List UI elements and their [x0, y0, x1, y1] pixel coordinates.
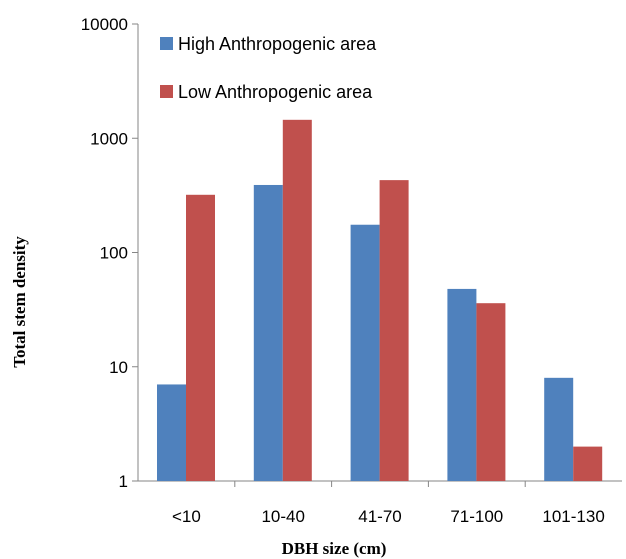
bar-low-anthropogenic	[282, 119, 312, 481]
bar-low-anthropogenic	[573, 446, 603, 481]
y-tick-label: 1	[119, 472, 128, 491]
y-tick-label: 10	[109, 358, 128, 377]
x-tick-label: <10	[172, 507, 201, 526]
legend-label-high: High Anthropogenic area	[178, 34, 377, 54]
bars-layer	[157, 119, 603, 482]
bar-high-anthropogenic	[253, 184, 283, 481]
axis-layer: 1 10 100 1000 10000	[81, 15, 622, 491]
bar-high-anthropogenic	[350, 224, 380, 481]
bar-high-anthropogenic	[157, 384, 186, 481]
bar-low-anthropogenic	[379, 180, 409, 482]
x-tick-label: 101-130	[542, 507, 604, 526]
legend-swatch-low	[160, 85, 173, 98]
bar-high-anthropogenic	[447, 288, 477, 481]
y-axis-title: Total stem density	[10, 236, 29, 368]
y-tick-label: 10000	[81, 15, 128, 34]
legend: High Anthropogenic area Low Anthropogeni…	[160, 34, 377, 102]
legend-label-low: Low Anthropogenic area	[178, 82, 373, 102]
x-tick-label: 41-70	[358, 507, 401, 526]
legend-swatch-high	[160, 37, 173, 50]
bar-high-anthropogenic	[544, 377, 574, 481]
bar-low-anthropogenic	[476, 303, 506, 481]
x-tick-label: 10-40	[261, 507, 304, 526]
x-tick-label: 71-100	[450, 507, 503, 526]
y-tick-label: 1000	[90, 129, 128, 148]
bar-low-anthropogenic	[186, 194, 215, 481]
y-tick-label: 100	[100, 244, 128, 263]
x-tick-labels: <10 10-40 41-70 71-100 101-130	[172, 507, 605, 526]
x-axis-title: DBH size (cm)	[282, 539, 387, 558]
